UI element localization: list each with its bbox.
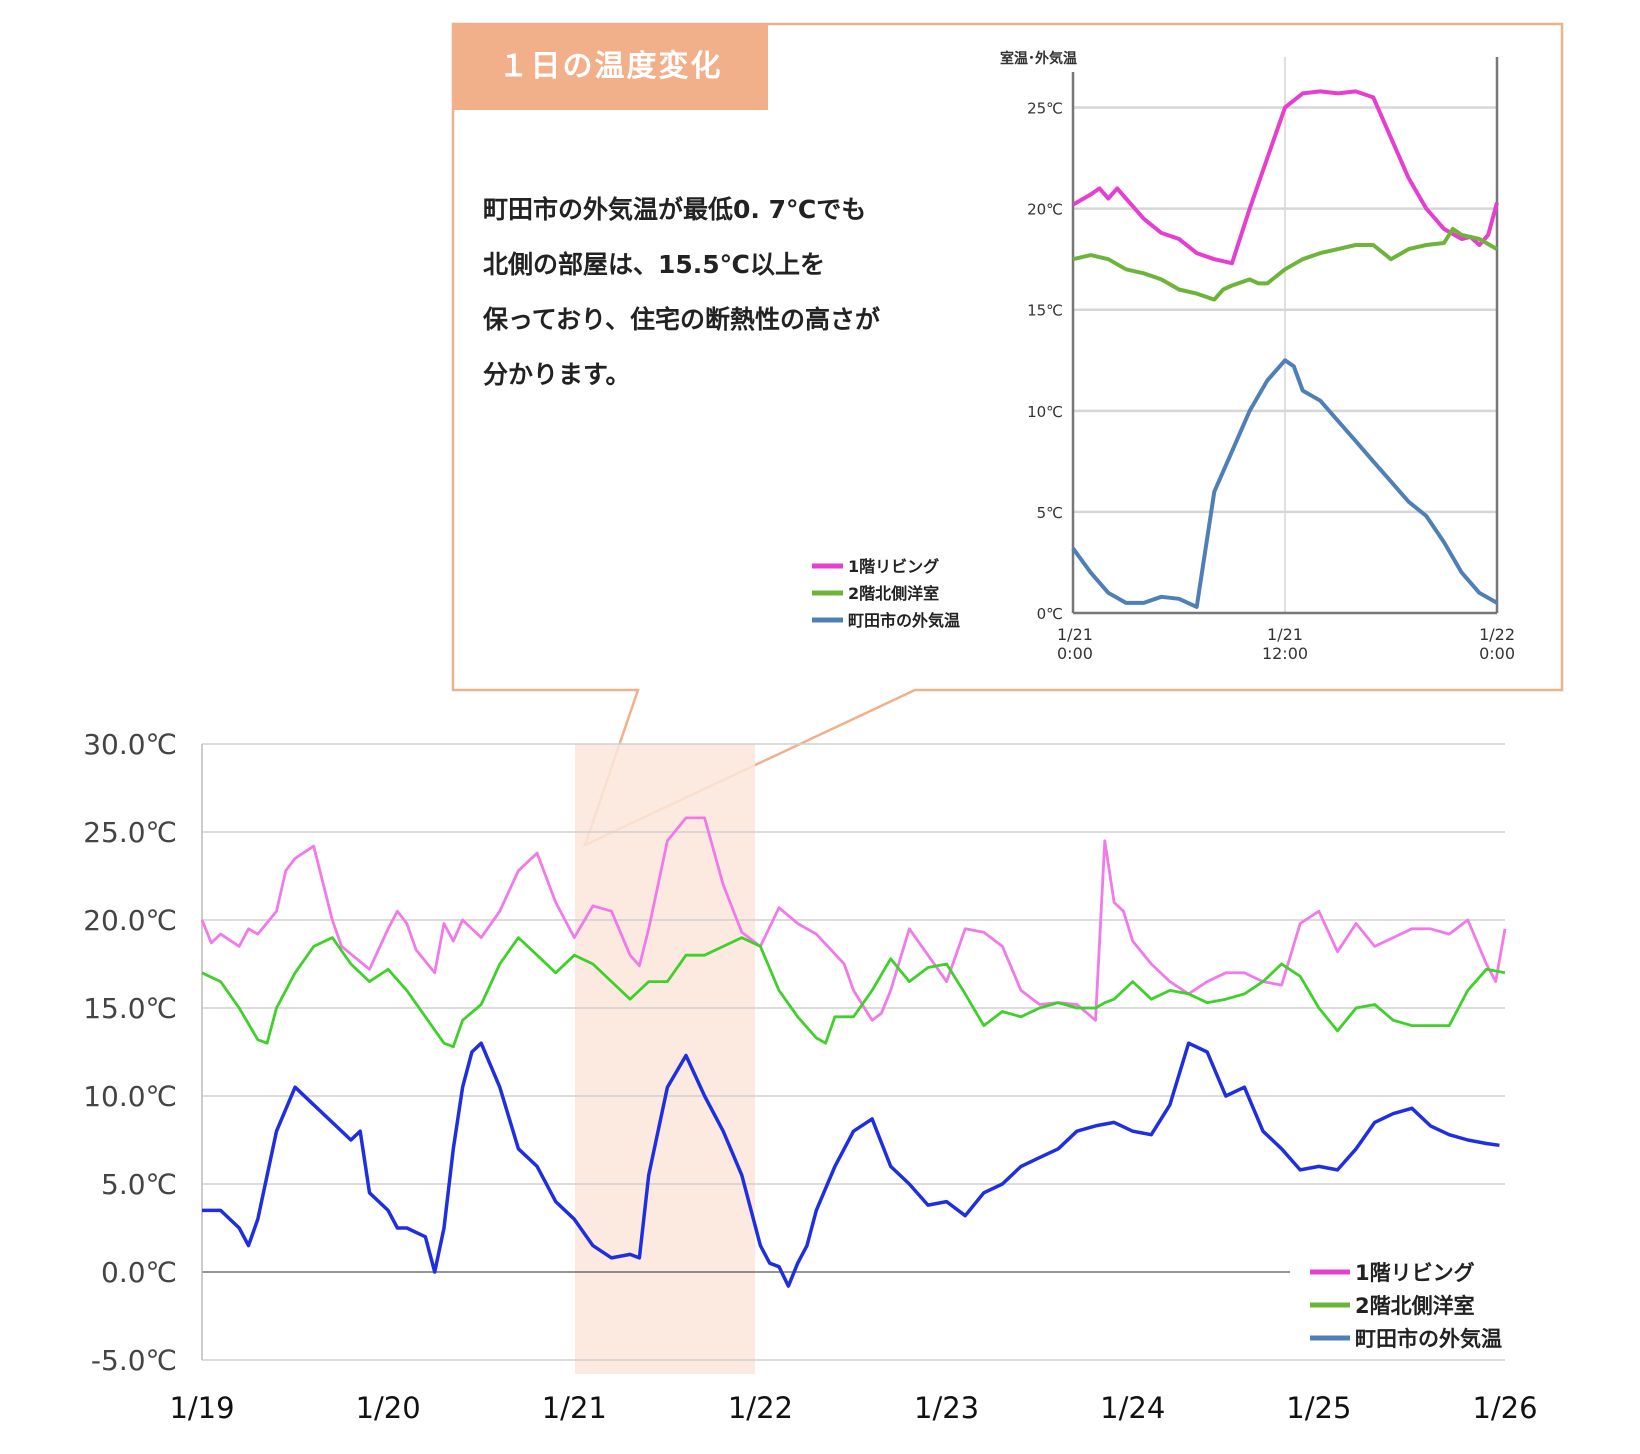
main-series-lines: [200, 816, 1507, 1288]
main-y-tick-label: 10.0℃: [83, 1080, 177, 1113]
inset-y-tick-label: 20℃: [1027, 201, 1063, 219]
main-x-tick-label: 1/19: [169, 1391, 234, 1425]
inset-y-tick-labels: 25℃ 20℃ 15℃ 10℃ 5℃ 0℃: [1027, 100, 1063, 623]
inset-legend-label: 2階北側洋室: [848, 584, 939, 603]
main-x-tick-label: 1/20: [356, 1391, 421, 1425]
main-y-tick-label: 20.0℃: [83, 904, 177, 937]
inset-x-tick-label: 0:00: [1057, 644, 1093, 663]
inset-series-lines: [1071, 89, 1499, 609]
main-y-tick-labels: 30.0℃ 25.0℃ 20.0℃ 15.0℃ 10.0℃ 5.0℃ 0.0℃ -5.0℃: [83, 728, 177, 1377]
callout-line: 分かります。: [483, 360, 631, 389]
highlight-band: [575, 744, 755, 1374]
callout-line: 町田市の外気温が最低0. 7℃でも: [483, 195, 867, 224]
callout-text: 町田市の外気温が最低0. 7℃でも 北側の部屋は、15.5℃以上を 保っており、…: [483, 182, 973, 402]
inset-y-tick-label: 15℃: [1027, 302, 1063, 320]
main-legend-label: 町田市の外気温: [1355, 1327, 1502, 1351]
main-y-tick-label: 25.0℃: [83, 816, 177, 849]
inset-grid: [1071, 57, 1499, 615]
main-y-tick-label: 30.0℃: [83, 728, 177, 761]
inset-x-tick-label: 0:00: [1479, 644, 1515, 663]
main-x-tick-label: 1/22: [728, 1391, 793, 1425]
inset-x-tick-label: 1/21: [1057, 625, 1093, 644]
main-legend-label: 2階北側洋室: [1355, 1294, 1475, 1318]
inset-y-tick-label: 0℃: [1037, 605, 1063, 623]
main-x-tick-labels: 1/19 1/20 1/21 1/22 1/23 1/24 1/25 1/26: [169, 1391, 1537, 1425]
inset-y-tick-label: 10℃: [1027, 403, 1063, 421]
inset-legend-label: 町田市の外気温: [848, 611, 960, 630]
callout-line: 保っており、住宅の断熱性の高さが: [483, 305, 881, 334]
main-x-tick-label: 1/21: [542, 1391, 607, 1425]
inset-series-line-inset_north_room: [1072, 226, 1498, 302]
main-x-tick-label: 1/24: [1100, 1391, 1165, 1425]
main-legend-label: 1階リビング: [1355, 1261, 1475, 1285]
inset-x-tick-label: 1/21: [1267, 625, 1303, 644]
inset-y-axis-label: 室温･外気温: [1000, 50, 1077, 67]
main-y-tick-label: 0.0℃: [101, 1256, 177, 1289]
main-y-tick-label: 15.0℃: [83, 992, 177, 1025]
main-grid: [201, 743, 1505, 1361]
inset-series-line-inset_living: [1072, 89, 1499, 266]
inset-y-tick-label: 5℃: [1037, 504, 1063, 522]
callout-line: 北側の部屋は、15.5℃以上を: [483, 250, 825, 279]
inset-series-line-inset_outside: [1071, 358, 1498, 609]
inset-y-tick-label: 25℃: [1027, 100, 1063, 118]
main-series-line-north_room: [201, 936, 1506, 1049]
main-y-tick-label: 5.0℃: [101, 1168, 177, 1201]
inset-x-tick-label: 12:00: [1262, 644, 1308, 663]
inset-legend-label: 1階リビング: [848, 557, 939, 576]
main-x-tick-label: 1/23: [914, 1391, 979, 1425]
callout-title: １日の温度変化: [453, 24, 768, 110]
main-series-line-living: [200, 816, 1507, 1022]
main-x-tick-label: 1/25: [1286, 1391, 1351, 1425]
inset-x-tick-label: 1/22: [1479, 625, 1515, 644]
main-series-line-outside: [202, 1041, 1500, 1288]
main-x-tick-label: 1/26: [1472, 1391, 1537, 1425]
main-y-tick-label: -5.0℃: [91, 1344, 177, 1377]
